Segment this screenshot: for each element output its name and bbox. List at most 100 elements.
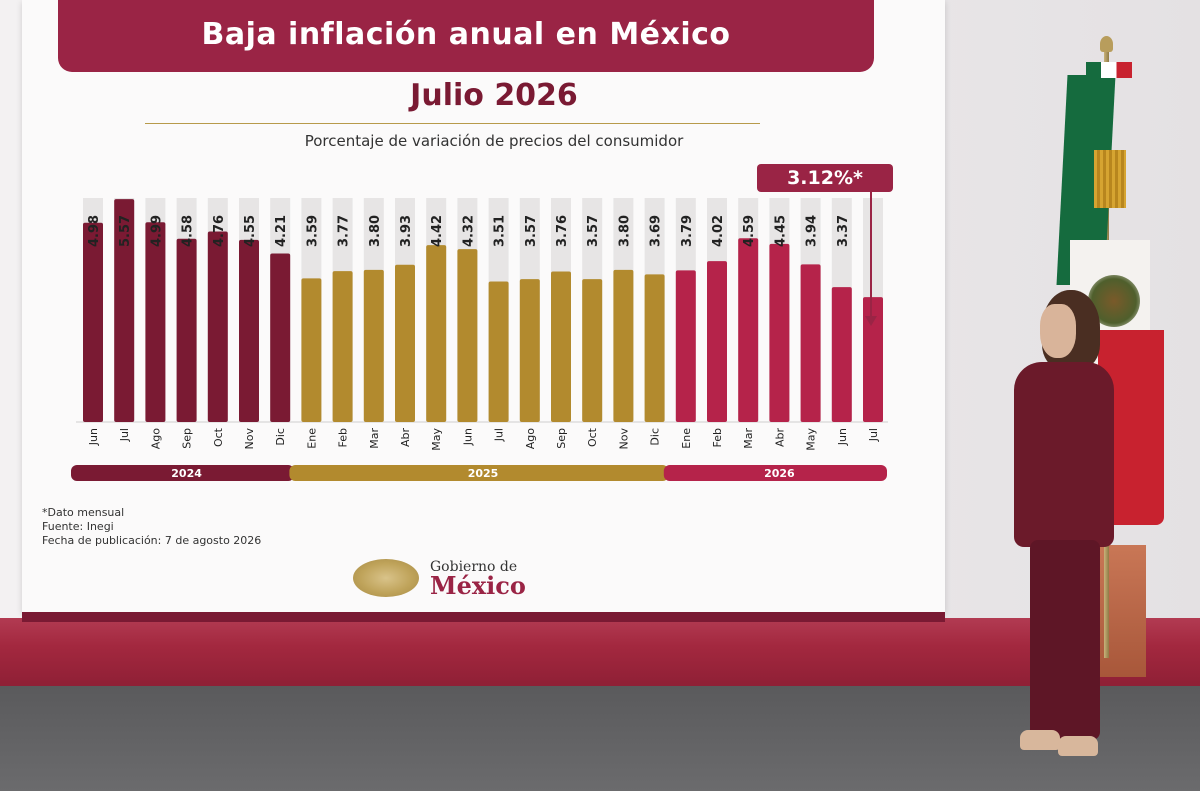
value-label: 4.42 <box>430 215 445 247</box>
value-label: 4.99 <box>149 215 164 247</box>
tick-label: Jun <box>836 428 849 446</box>
value-label: 3.37 <box>836 215 851 247</box>
flag-finial <box>1100 36 1113 52</box>
presentation-slide <box>22 0 945 612</box>
value-label: 3.69 <box>649 215 664 247</box>
tick-label: Ago <box>149 428 162 450</box>
tick-label: Sep <box>181 428 194 449</box>
tick-labels-layer: Jun Jul Ago Sep Oct Nov Dic Ene Feb Mar Abr May Jun J… <box>87 427 880 450</box>
tick-label: Dic <box>274 428 287 446</box>
value-label: 3.80 <box>617 215 632 247</box>
callout-arrow-head <box>865 316 877 326</box>
subtitle-divider <box>145 123 760 124</box>
note-monthly: *Dato mensual <box>42 506 125 519</box>
tick-label: Dic <box>649 428 662 446</box>
bar <box>301 278 322 422</box>
logo-line-1: Gobierno de <box>430 559 518 575</box>
tick-label: Nov <box>243 428 256 450</box>
value-label: 3.93 <box>399 215 414 247</box>
bar <box>800 264 821 422</box>
value-labels-layer: 4.98 5.57 4.99 4.58 4.76 4.55 4.21 3.59 3.77 3.80… <box>87 215 851 247</box>
bar <box>270 253 291 422</box>
value-label: 4.21 <box>274 215 289 247</box>
year-group-label: 2026 <box>764 467 795 480</box>
value-label: 4.32 <box>461 215 476 247</box>
tick-label: Feb <box>711 428 724 447</box>
flag-bow <box>1086 62 1132 78</box>
tick-label: Jul <box>493 428 506 442</box>
tick-label: Ago <box>524 428 537 450</box>
value-label: 3.80 <box>368 215 383 247</box>
gobierno-logo: Gobierno de México <box>353 557 593 601</box>
value-label: 3.79 <box>680 215 695 247</box>
value-label: 3.77 <box>337 215 352 247</box>
bar <box>145 222 166 422</box>
title-banner: Baja inflación anual en México <box>58 0 874 72</box>
tick-label: Sep <box>555 428 568 449</box>
bar <box>488 281 509 422</box>
bar <box>863 297 883 422</box>
bar <box>176 238 197 422</box>
bar <box>83 222 103 422</box>
inflation-bar-chart: 4.98 5.57 4.99 4.58 4.76 4.55 4.21 3.59 3.77 3.80… <box>71 192 888 481</box>
bar <box>769 243 790 422</box>
bar <box>644 274 665 422</box>
tick-label: Oct <box>212 427 225 447</box>
value-label: 3.51 <box>493 215 508 247</box>
value-label: 5.57 <box>118 215 133 247</box>
chart-notes: *Dato mensual Fuente: Inegi Fecha de pub… <box>42 506 261 548</box>
stage-floor <box>0 686 1200 791</box>
highlight-callout: 3.12%* <box>757 164 893 192</box>
speaker-shoe <box>1058 736 1098 756</box>
year-group-label: 2024 <box>171 467 202 480</box>
chart-subtitle: Julio 2026 <box>410 78 578 113</box>
tick-label: Ene <box>680 428 693 449</box>
bar <box>457 249 478 422</box>
value-label: 4.59 <box>742 215 757 247</box>
year-group-bar <box>71 465 295 481</box>
seal-icon <box>353 559 419 597</box>
year-group-bar <box>289 465 669 481</box>
value-label: 4.55 <box>243 215 258 247</box>
bar <box>707 261 727 422</box>
value-label: 4.58 <box>181 215 196 247</box>
value-label: 3.59 <box>305 215 320 247</box>
tick-label: May <box>430 428 443 451</box>
flag-stand <box>1094 545 1146 677</box>
value-label: 4.45 <box>773 215 788 247</box>
stage-stripe <box>0 618 1200 688</box>
speaker-face <box>1040 304 1076 358</box>
speaker-shoe <box>1020 730 1060 750</box>
tick-label: Jun <box>87 428 100 446</box>
note-publication-date: Fecha de publicación: 7 de agosto 2026 <box>42 534 262 547</box>
flag-fringe <box>1094 150 1126 208</box>
value-label: 4.76 <box>212 215 227 247</box>
tick-label: Mar <box>742 428 755 449</box>
bar <box>582 279 603 422</box>
tick-label: Abr <box>773 428 786 448</box>
chart-caption: Porcentaje de variación de precios del c… <box>304 132 684 150</box>
bar <box>426 245 447 422</box>
tick-label: Abr <box>399 428 412 448</box>
speaker-jacket <box>1014 362 1114 547</box>
logo-line-2: México <box>430 571 526 600</box>
slide-bottom-bar <box>22 612 945 622</box>
tick-label: Jul <box>867 428 880 442</box>
bar <box>239 239 259 422</box>
bar <box>738 238 759 422</box>
tick-label: Feb <box>337 428 350 447</box>
year-group-bar <box>663 465 887 481</box>
bar <box>551 271 571 422</box>
speaker-figure <box>1000 290 1130 765</box>
bar <box>114 199 135 422</box>
speaker-trousers <box>1030 540 1100 740</box>
tick-label: Nov <box>617 428 630 450</box>
tick-label: Jul <box>118 428 131 442</box>
bar <box>831 287 852 422</box>
bar <box>363 269 384 422</box>
year-group-label: 2025 <box>468 467 499 480</box>
value-label: 3.57 <box>524 215 539 247</box>
note-source: Fuente: Inegi <box>42 520 114 533</box>
bar <box>207 231 228 422</box>
bar <box>675 270 696 422</box>
